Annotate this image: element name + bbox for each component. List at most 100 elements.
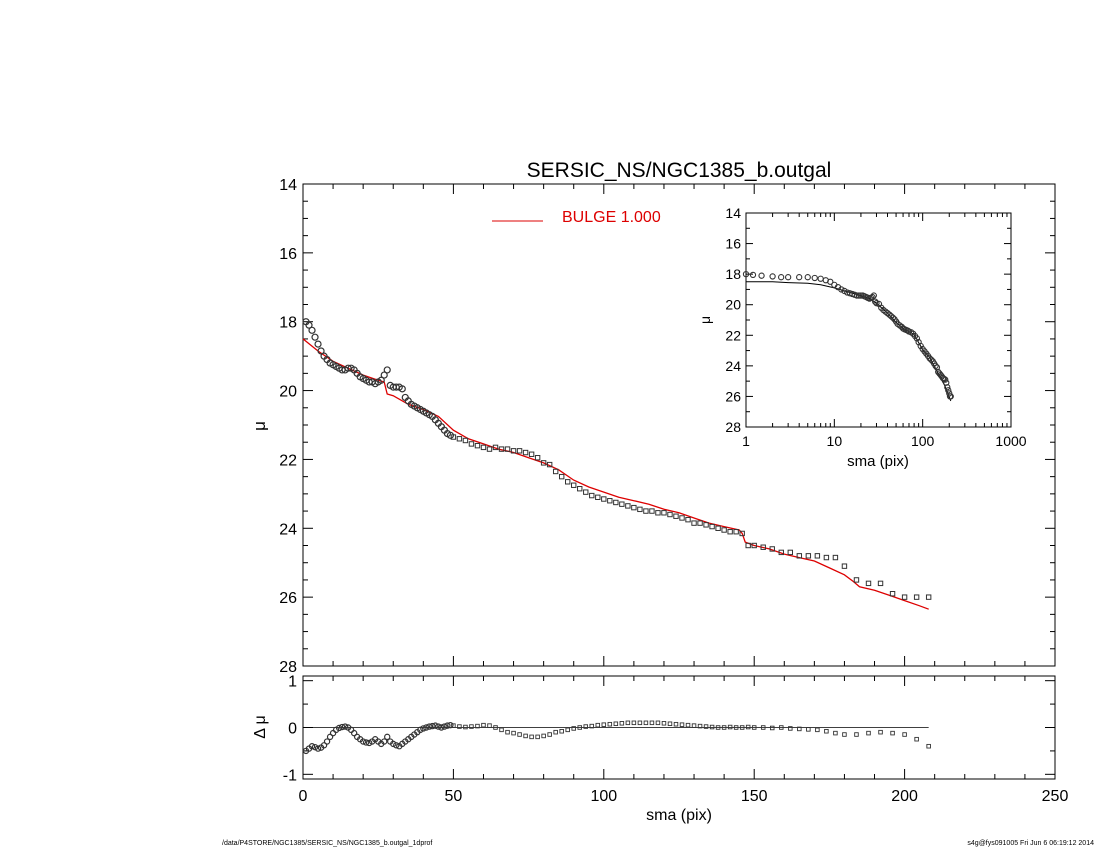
residual-data-point bbox=[529, 734, 534, 740]
inset-data-point bbox=[928, 356, 935, 363]
residual-data-point bbox=[505, 729, 510, 735]
inset-y-tick-label: 26 bbox=[725, 388, 741, 404]
residual-data-point bbox=[463, 724, 468, 730]
residual-x-tick-label: 250 bbox=[1042, 788, 1069, 805]
main-data-point bbox=[709, 523, 715, 530]
main-data-point bbox=[796, 553, 803, 559]
residual-data-point bbox=[314, 745, 322, 752]
residual-data-point bbox=[643, 720, 649, 726]
inset-data-point bbox=[870, 292, 877, 299]
footer-user-timestamp: s4g@fys091005 Fri Jun 6 06:19:12 2014 bbox=[967, 840, 1094, 847]
inset-x-axis-label: sma (pix) bbox=[847, 453, 909, 470]
main-data-point bbox=[679, 515, 685, 521]
main-data-point bbox=[583, 489, 589, 495]
residual-x-tick-label: 0 bbox=[299, 788, 308, 805]
residual-data-point bbox=[866, 730, 871, 736]
residual-data-point bbox=[384, 733, 391, 741]
inset-data-point bbox=[853, 292, 861, 299]
inset-data-point bbox=[869, 293, 876, 301]
inset-y-tick-label: 18 bbox=[725, 266, 741, 282]
inset-y-tick-label: 28 bbox=[725, 419, 741, 435]
residual-data-point bbox=[631, 720, 637, 726]
inset-panel: 14 16 18 20 22 24 26 281 10 100 1000 μ sma (pix) bbox=[697, 205, 1027, 470]
main-data-point bbox=[383, 366, 391, 374]
main-data-point bbox=[450, 434, 457, 440]
residual-data-point bbox=[733, 725, 739, 730]
residual-data-point bbox=[613, 721, 619, 727]
main-data-point bbox=[380, 371, 388, 379]
residual-data-point bbox=[745, 724, 751, 730]
residual-y-tick-label: -1 bbox=[283, 767, 297, 784]
main-data-point bbox=[607, 498, 613, 504]
residual-data-point bbox=[329, 729, 337, 737]
main-y-tick-label: 26 bbox=[279, 590, 297, 607]
residual-data-point bbox=[541, 733, 546, 739]
main-data-point bbox=[697, 520, 703, 526]
residual-data-point bbox=[815, 727, 820, 733]
residual-data-point bbox=[320, 742, 328, 749]
residual-data-point bbox=[493, 725, 498, 730]
residual-data-point bbox=[833, 730, 838, 736]
main-axis-ticks: 14 16 18 20 22 24 26 28 bbox=[279, 177, 1056, 676]
main-data-point bbox=[901, 594, 908, 600]
main-data-point bbox=[314, 340, 322, 348]
main-data-point bbox=[398, 385, 406, 393]
residual-data-point bbox=[487, 723, 492, 728]
inset-y-tick-label: 16 bbox=[725, 236, 741, 252]
main-data-point bbox=[540, 460, 547, 466]
main-data-point bbox=[558, 473, 565, 480]
inset-x-tick-label: 1 bbox=[742, 433, 750, 449]
residual-data-point bbox=[381, 738, 388, 745]
residual-data-point bbox=[739, 725, 745, 730]
main-data-point bbox=[480, 444, 487, 451]
residual-data-point bbox=[393, 742, 400, 749]
residual-y-tick-label: 0 bbox=[288, 721, 297, 738]
residual-data-point bbox=[350, 729, 358, 737]
main-panel: 14 16 18 20 22 24 26 28 BULGE 1.000 μ bbox=[250, 177, 1056, 676]
residual-data-point bbox=[577, 725, 582, 730]
residual-data-point bbox=[854, 732, 859, 737]
main-data-point bbox=[865, 580, 872, 587]
main-data-point bbox=[685, 516, 691, 523]
main-data-point bbox=[589, 492, 595, 499]
main-y-tick-label: 14 bbox=[279, 177, 297, 194]
residual-data-point bbox=[583, 724, 589, 729]
main-data-point bbox=[925, 594, 932, 600]
residual-data-point bbox=[426, 723, 433, 730]
residual-data-point bbox=[595, 722, 601, 728]
inset-data-point bbox=[827, 278, 834, 285]
main-data-point bbox=[637, 506, 643, 513]
main-data-point bbox=[625, 503, 631, 509]
residual-data-point bbox=[523, 733, 528, 739]
main-data-point bbox=[492, 444, 499, 451]
residual-x-axis-label: sma (pix) bbox=[646, 807, 712, 824]
main-data-point bbox=[308, 326, 316, 334]
main-data-point bbox=[577, 485, 583, 492]
main-data-point bbox=[595, 494, 601, 501]
inset-data-point bbox=[947, 393, 954, 400]
main-data-point bbox=[522, 449, 529, 456]
residual-data-point bbox=[565, 727, 570, 733]
residual-data-point bbox=[721, 725, 727, 730]
main-data-point bbox=[667, 511, 673, 518]
residual-data-point bbox=[423, 724, 430, 731]
residual-data-point bbox=[535, 734, 540, 740]
inset-data-point bbox=[769, 273, 776, 280]
main-model-line bbox=[302, 338, 929, 610]
residual-data-point bbox=[326, 733, 334, 741]
main-data-point bbox=[377, 376, 385, 384]
residual-data-point bbox=[457, 724, 462, 729]
residual-data-point bbox=[499, 727, 504, 733]
residual-data-point bbox=[451, 723, 456, 728]
inset-y-tick-label: 22 bbox=[725, 327, 741, 343]
residual-data-point bbox=[362, 739, 370, 746]
residual-data-point bbox=[311, 743, 319, 751]
inset-y-tick-label: 14 bbox=[725, 205, 741, 221]
residual-data-point bbox=[511, 730, 516, 736]
main-data-point bbox=[462, 437, 469, 444]
residual-data-point bbox=[432, 722, 439, 729]
residual-data-point bbox=[788, 726, 793, 731]
inset-data-point bbox=[796, 274, 803, 281]
main-data-point bbox=[787, 549, 793, 556]
main-data-point bbox=[814, 553, 821, 559]
